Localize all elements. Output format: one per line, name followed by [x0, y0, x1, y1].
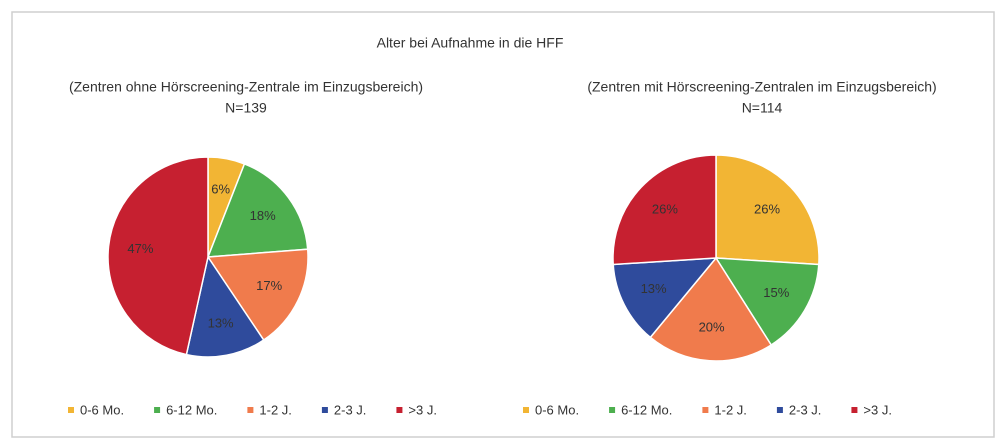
value-label: 18%: [250, 208, 276, 223]
value-label: 20%: [699, 319, 725, 334]
legend-label: 1-2 J.: [259, 402, 292, 417]
pie-slice: [714, 257, 820, 347]
legend-label: 2-3 J.: [334, 402, 367, 417]
value-label: 17%: [256, 278, 282, 293]
legend-marker: [68, 407, 74, 413]
value-label: 26%: [754, 201, 780, 216]
main-title: Alter bei Aufnahme in die HFF: [377, 35, 564, 51]
chart-subtitle: N=114: [742, 100, 783, 116]
pie-slice: [612, 257, 718, 339]
chart-subtitle: N=139: [225, 100, 267, 116]
value-label: 47%: [127, 241, 153, 256]
value-label: 15%: [763, 285, 789, 300]
legend-marker: [776, 407, 783, 413]
value-label: 13%: [641, 281, 667, 296]
legend-marker: [154, 407, 161, 413]
legend-marker: [396, 407, 403, 413]
legend-label: 1-2 J.: [714, 402, 747, 417]
legend-label: >3 J.: [863, 402, 892, 417]
pie-slice: [206, 248, 309, 342]
legend-marker: [321, 407, 328, 413]
legend-label: >3 J.: [408, 402, 437, 417]
value-label: 26%: [652, 201, 678, 216]
value-label: 6%: [211, 182, 230, 197]
frame: [11, 11, 995, 438]
pie-slice: [206, 162, 309, 258]
pie-slice: [649, 256, 773, 362]
legend-label: 2-3 J.: [789, 402, 822, 417]
value-label: 13%: [208, 315, 234, 330]
chart-title: (Zentren mit Hörscreening-Zentralen im E…: [587, 79, 936, 95]
legend-marker: [523, 407, 529, 413]
legend-marker: [609, 407, 616, 413]
legend-label: 6-12 Mo.: [166, 402, 217, 417]
pie-slice: [612, 154, 717, 266]
pie-slice: [107, 156, 209, 356]
pie-slice: [715, 154, 820, 266]
legend-marker: [247, 407, 254, 413]
pie-slice: [185, 255, 265, 358]
legend-label: 6-12 Mo.: [621, 402, 672, 417]
legend-marker: [702, 407, 709, 413]
legend-marker: [851, 407, 858, 413]
legend-label: 0-6 Mo.: [80, 402, 124, 417]
chart-title: (Zentren ohne Hörscreening-Zentrale im E…: [69, 79, 423, 95]
legend-label: 0-6 Mo.: [535, 402, 579, 417]
